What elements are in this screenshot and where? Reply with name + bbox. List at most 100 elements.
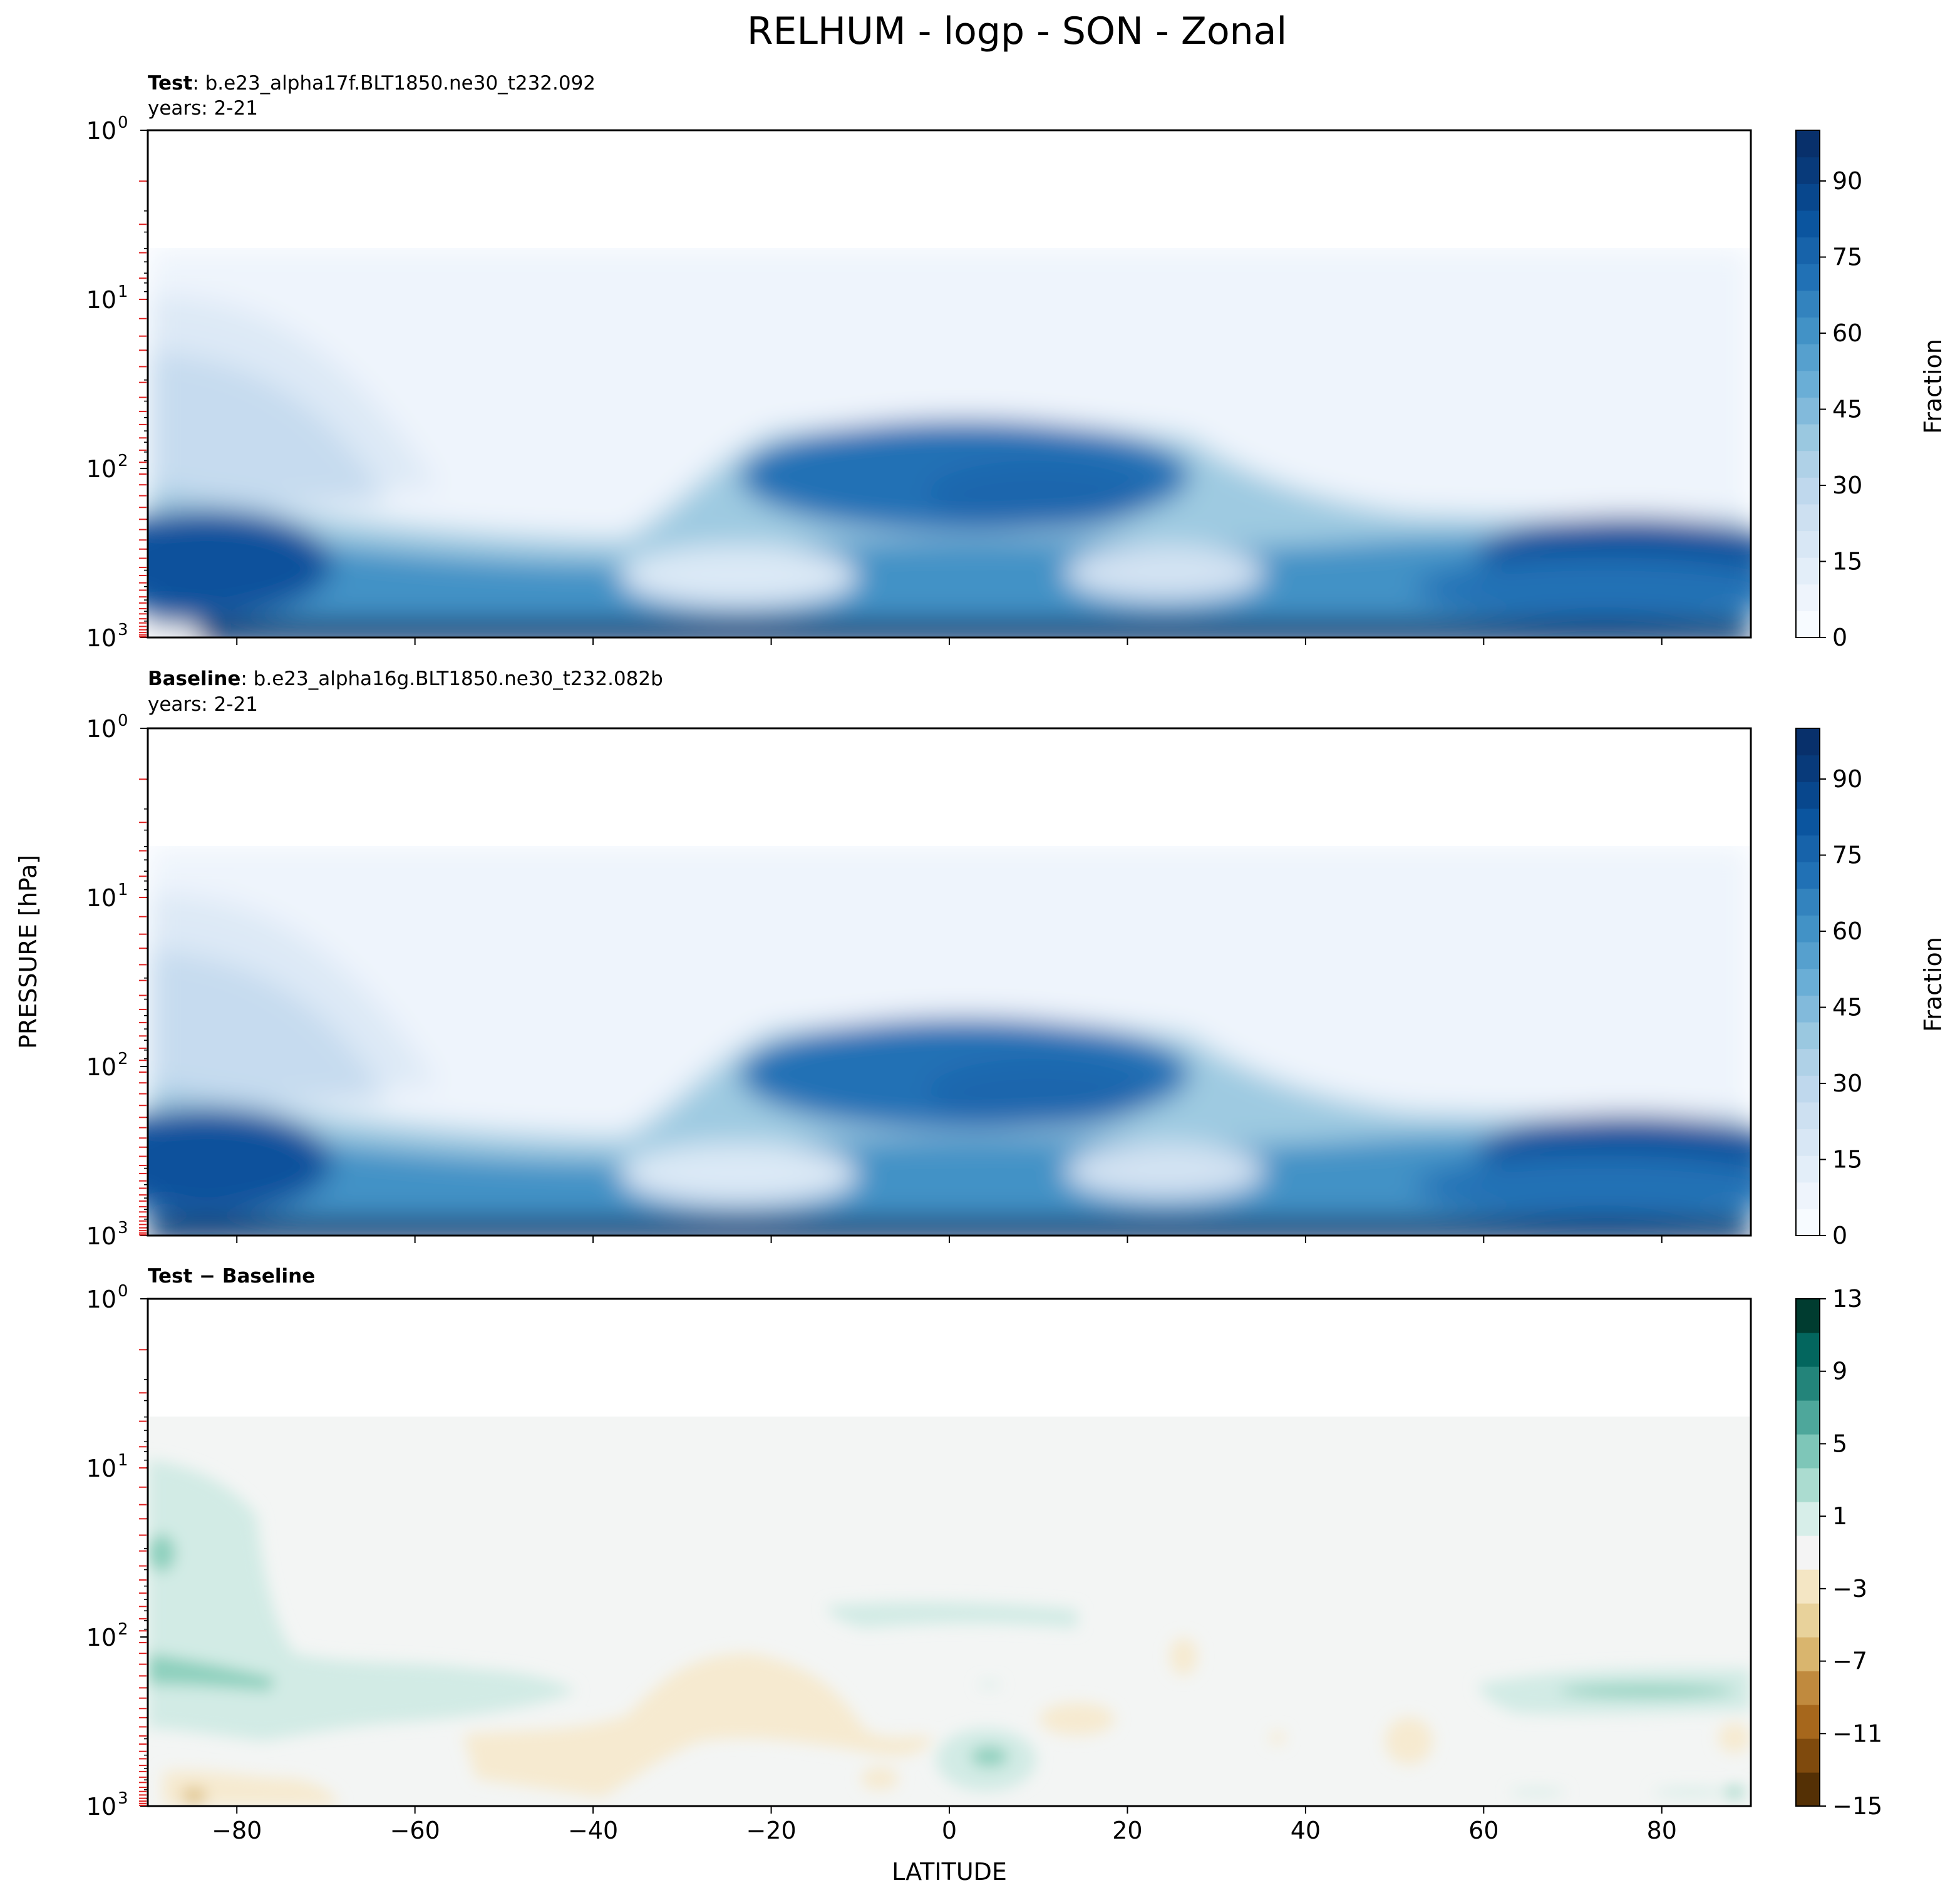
x-tick-label: 60 (1468, 1817, 1498, 1844)
colorbar-tick-label: 75 (1832, 842, 1862, 869)
colorbar-swatch (1796, 210, 1820, 238)
shared-x-label: LATITUDE (892, 1858, 1007, 1886)
y-tick-label-exponent: 0 (118, 711, 128, 730)
x-tick-label: 40 (1291, 1817, 1321, 1844)
colorbar-swatch (1796, 1299, 1820, 1333)
colorbar-swatch (1796, 1603, 1820, 1638)
colorbar-swatch (1796, 503, 1820, 532)
colorbar-swatch (1796, 1468, 1820, 1502)
colorbar-swatch (1796, 1671, 1820, 1705)
panel-baseline-subtitle-rest: : b.e23_alpha16g.BLT1850.ne30_t232.082b (240, 668, 663, 690)
colorbar-frame (1795, 1298, 1820, 1807)
colorbar-swatch (1796, 835, 1820, 862)
y-tick-label: 10 (86, 117, 116, 145)
y-tick-label-exponent: 3 (118, 621, 128, 639)
panel-baseline-colorbar-label: Fraction (1919, 937, 1947, 1032)
panel-baseline-contours (148, 845, 1751, 1236)
colorbar-tick-label: 75 (1832, 244, 1862, 271)
colorbar-swatch (1796, 942, 1820, 969)
colorbar-tick-label: −11 (1832, 1720, 1882, 1747)
colorbar-swatch (1796, 862, 1820, 889)
colorbar-swatch (1796, 1434, 1820, 1469)
colorbar-swatch (1796, 130, 1820, 158)
colorbar-swatch (1796, 1102, 1820, 1130)
colorbar-swatch (1796, 968, 1820, 996)
x-tick-label: −80 (212, 1817, 262, 1844)
colorbar-tick-label: 15 (1832, 1146, 1862, 1174)
y-tick-label-exponent: 2 (118, 1620, 128, 1639)
panel-difference-red-levels (139, 1349, 147, 1806)
y-tick-label: 10 (86, 286, 116, 314)
colorbar-tick-label: 60 (1832, 319, 1862, 347)
colorbar-swatch (1796, 808, 1820, 836)
colorbar-swatch (1796, 888, 1820, 916)
colorbar-swatch (1796, 1075, 1820, 1103)
colorbar-tick-label: 30 (1832, 1070, 1862, 1097)
y-tick-label: 10 (86, 1624, 116, 1651)
colorbar-swatch (1796, 397, 1820, 425)
colorbar-tick-label: 1 (1832, 1502, 1847, 1530)
colorbar-swatch (1796, 1209, 1820, 1236)
panel-test-years: years: 2-21 (148, 97, 258, 120)
colorbar-swatch (1796, 755, 1820, 782)
y-tick-label-exponent: 3 (118, 1789, 128, 1808)
panel-baseline-subtitle-bold: Baseline (148, 668, 240, 690)
colorbar-swatch (1796, 1333, 1820, 1367)
colorbar-swatch (1796, 423, 1820, 452)
y-tick-label: 10 (86, 1455, 116, 1482)
y-tick-label: 10 (86, 1793, 116, 1820)
x-tick-label: 20 (1112, 1817, 1142, 1844)
colorbar-tick-label: 5 (1832, 1430, 1847, 1457)
y-tick-label: 10 (86, 624, 116, 652)
colorbar-tick-label: 15 (1832, 548, 1862, 576)
colorbar-swatch (1796, 782, 1820, 809)
colorbar-swatch (1796, 290, 1820, 318)
colorbar-swatch (1796, 1738, 1820, 1773)
colorbar-swatch (1796, 1366, 1820, 1401)
panel-test-red-levels (139, 180, 147, 638)
y-tick-label-exponent: 0 (118, 113, 128, 132)
x-tick-label: −20 (746, 1817, 796, 1844)
panel-test-contour-field (148, 130, 1751, 638)
panel-difference-contour-field (148, 1299, 1751, 1806)
shared-y-label: PRESSURE [hPa] (14, 855, 42, 1049)
y-tick-label: 10 (86, 1286, 116, 1313)
panel-baseline-red-levels (139, 778, 147, 1236)
colorbar-tick-label: −3 (1832, 1575, 1867, 1603)
panel-baseline: Baseline: b.e23_alpha16g.BLT1850.ne30_t2… (86, 668, 1947, 1250)
colorbar-swatch (1796, 611, 1820, 638)
panel-test-colorbar-label: Fraction (1919, 339, 1947, 434)
colorbar-swatch (1796, 995, 1820, 1023)
colorbar-swatch (1796, 1128, 1820, 1156)
x-tick-label: 80 (1647, 1817, 1677, 1844)
colorbar-swatch (1796, 1021, 1820, 1050)
colorbar-swatch (1796, 264, 1820, 291)
colorbar-frame (1795, 728, 1820, 1236)
colorbar-swatch (1796, 157, 1820, 184)
colorbar-tick-label: 9 (1832, 1358, 1847, 1385)
panel-difference: Test − Baseline (86, 1265, 1883, 1844)
figure-title: RELHUM - logp - SON - Zonal (747, 9, 1287, 53)
colorbar-swatch (1796, 915, 1820, 942)
colorbar-tick-label: 13 (1832, 1285, 1862, 1313)
colorbar-tick-label: 45 (1832, 994, 1862, 1021)
colorbar-tick-label: −15 (1832, 1792, 1882, 1820)
y-tick-label-exponent: 1 (118, 1451, 128, 1470)
colorbar-swatch (1796, 183, 1820, 211)
y-tick-label-exponent: 0 (118, 1282, 128, 1301)
y-tick-label: 10 (86, 1053, 116, 1081)
colorbar-tick-label: 0 (1832, 624, 1847, 651)
x-tick-label: 0 (942, 1817, 957, 1844)
colorbar-swatch (1796, 1400, 1820, 1435)
panel-test-x-ticks (236, 638, 1663, 645)
colorbar-swatch (1796, 1637, 1820, 1671)
colorbar-swatch (1796, 1569, 1820, 1604)
panel-baseline-years: years: 2-21 (148, 693, 258, 716)
colorbar-tick-label: 90 (1832, 167, 1862, 195)
colorbar-swatch (1796, 584, 1820, 611)
colorbar-swatch (1796, 1155, 1820, 1183)
colorbar-swatch (1796, 1502, 1820, 1536)
